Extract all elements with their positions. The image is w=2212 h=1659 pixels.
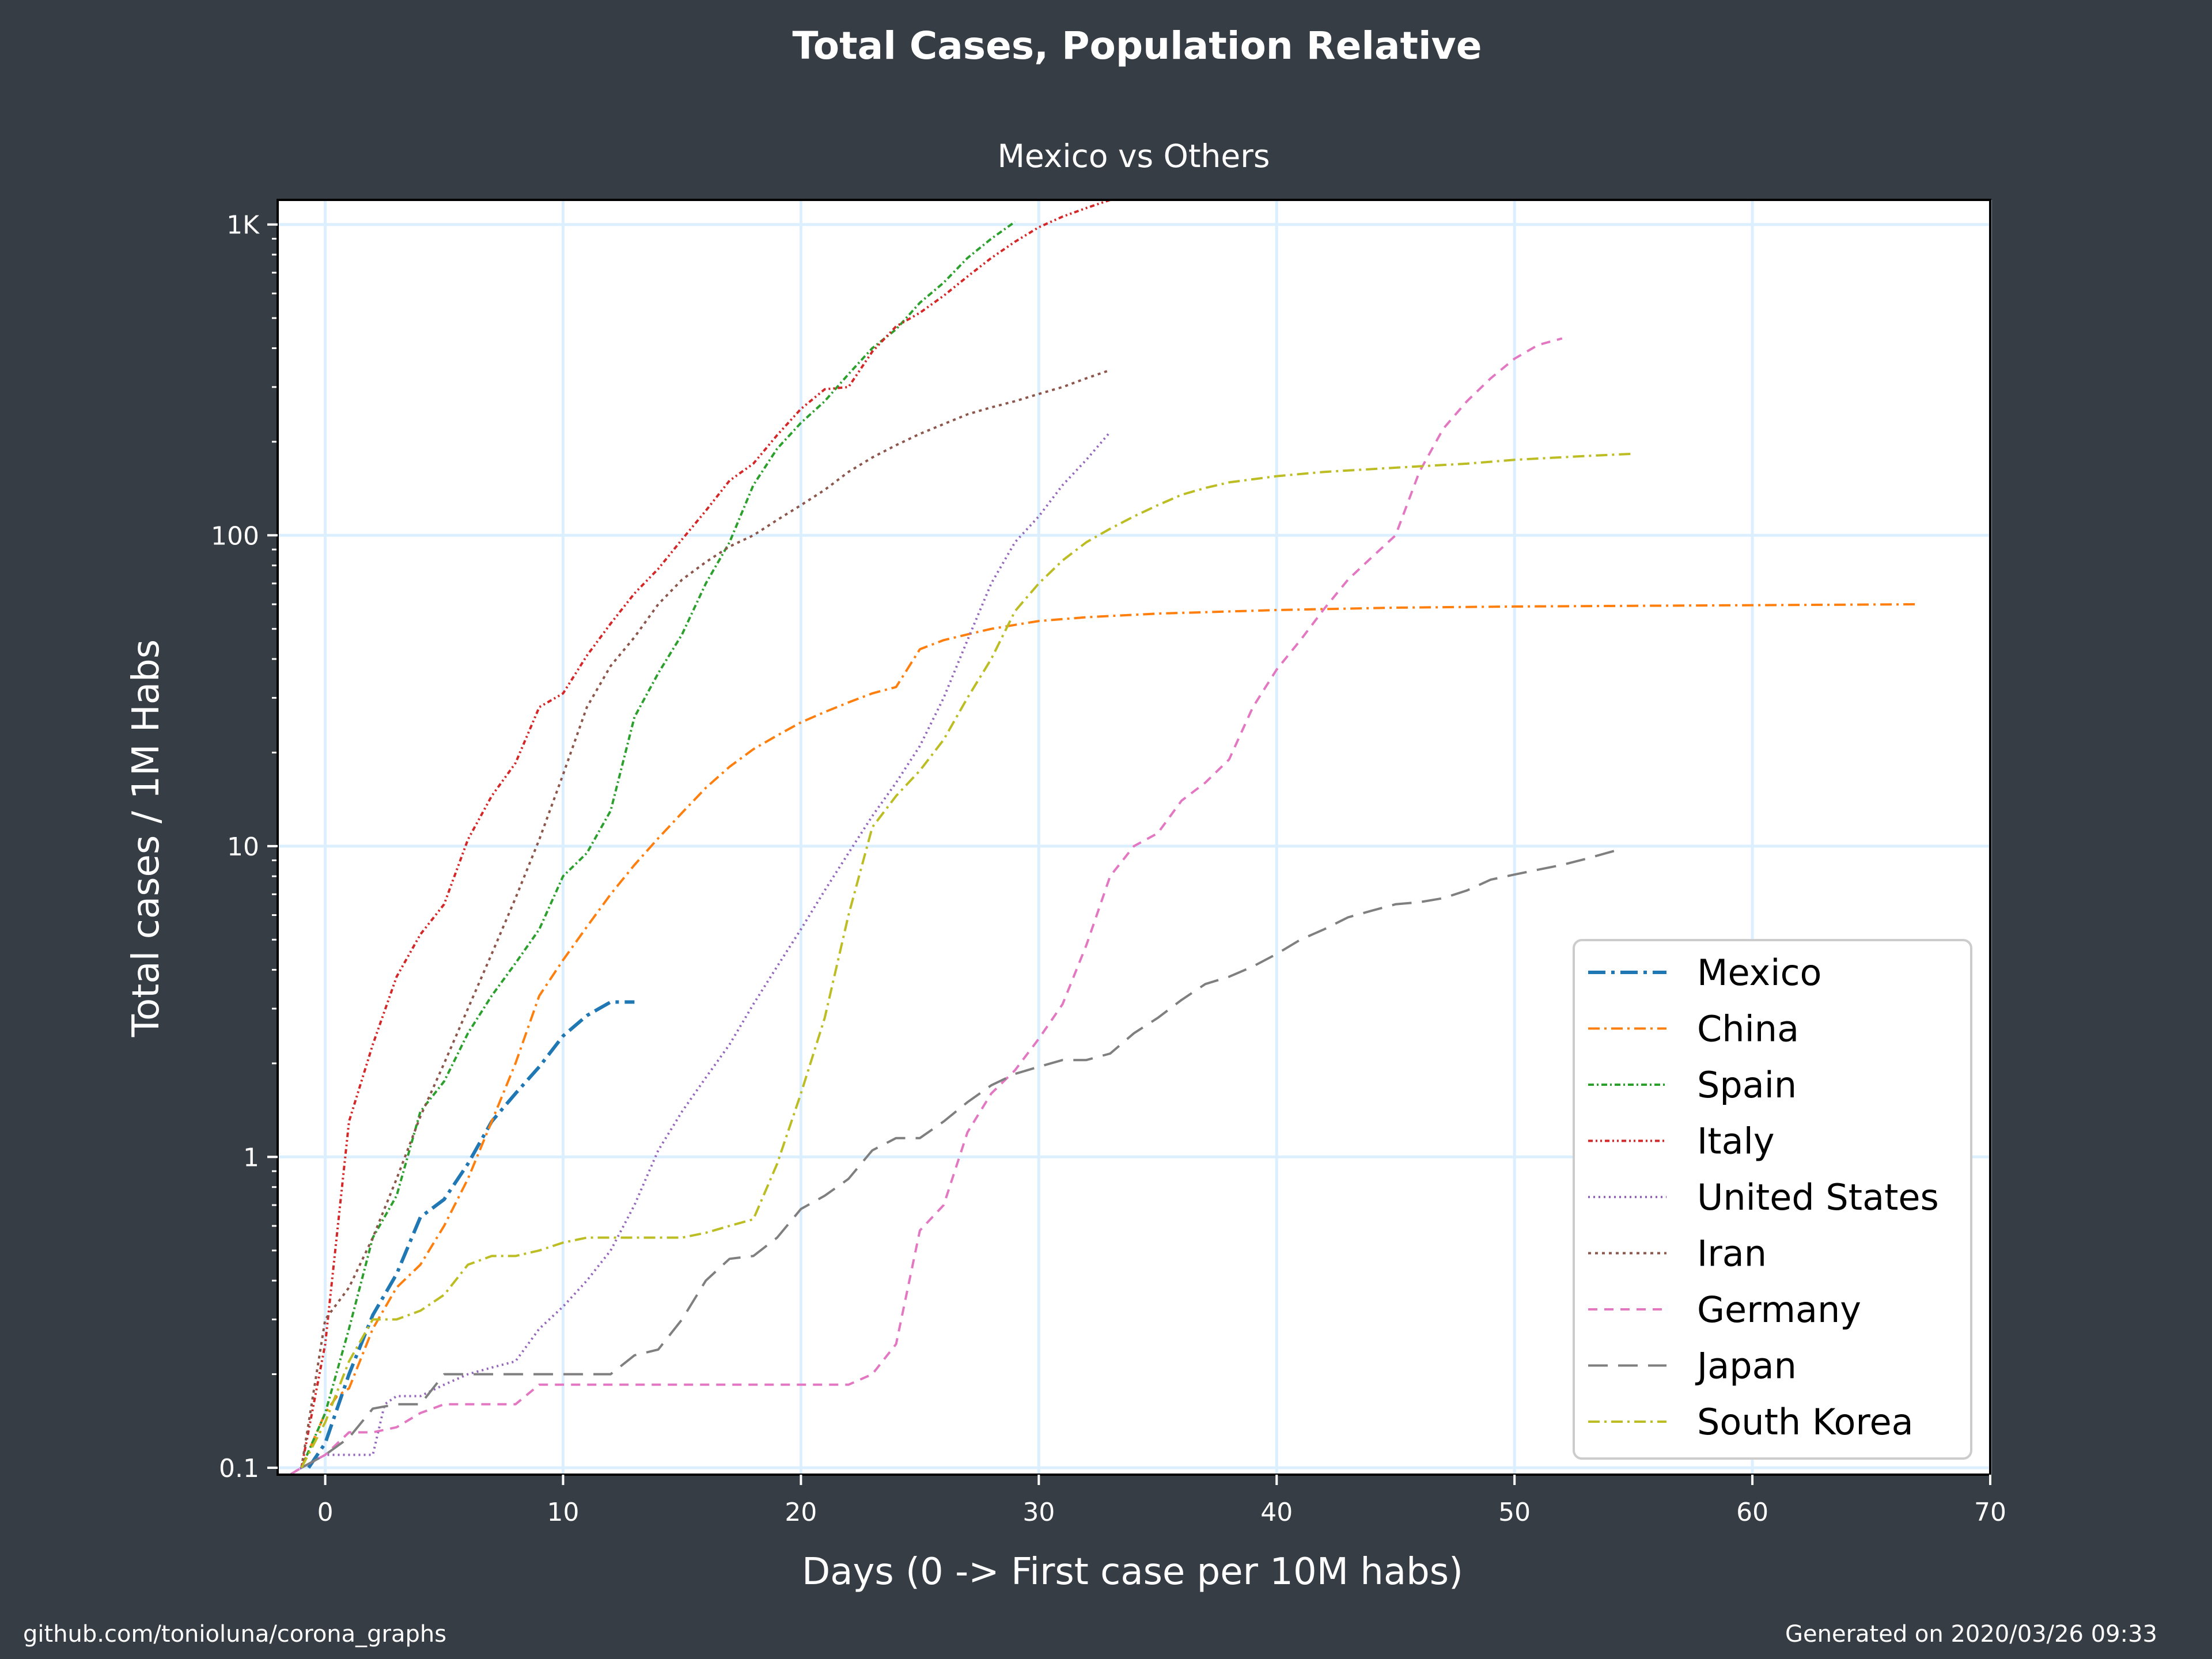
series-line-mexico bbox=[307, 1000, 635, 1469]
footer-generated: Generated on 2020/03/26 09:33 bbox=[1785, 1621, 2157, 1647]
x-tick-label: 70 bbox=[1974, 1498, 2006, 1527]
legend-label-germany: Germany bbox=[1697, 1289, 1861, 1331]
legend-label-spain: Spain bbox=[1697, 1064, 1797, 1106]
x-tick-label: 40 bbox=[1260, 1498, 1293, 1527]
x-tick-label: 60 bbox=[1736, 1498, 1768, 1527]
x-tick-label: 20 bbox=[785, 1498, 817, 1527]
y-tick-label: 1 bbox=[243, 1143, 259, 1172]
x-tick-label: 30 bbox=[1022, 1498, 1055, 1527]
legend-label-south-korea: South Korea bbox=[1697, 1401, 1914, 1443]
legend-label-italy: Italy bbox=[1697, 1120, 1775, 1162]
x-axis-label: Days (0 -> First case per 10M habs) bbox=[802, 1551, 1463, 1593]
x-tick-label: 50 bbox=[1498, 1498, 1531, 1527]
legend-label-china: China bbox=[1697, 1008, 1799, 1050]
y-tick-label: 100 bbox=[211, 521, 259, 551]
y-tick-label: 10 bbox=[227, 832, 259, 862]
legend-box bbox=[1573, 939, 1972, 1460]
series-line-germany bbox=[287, 337, 1563, 1475]
series-line-united-states bbox=[287, 431, 1111, 1475]
plot-frame bbox=[276, 199, 1991, 1476]
x-axis-ticks: 0 10 20 30 40 50 60 70 bbox=[317, 1475, 2006, 1527]
series-line-south-korea bbox=[300, 452, 1634, 1468]
legend-label-japan: Japan bbox=[1695, 1345, 1797, 1387]
y-tick-label: 1K bbox=[226, 211, 260, 240]
legend: Mexico China Spain Italy United States Iran Ge… bbox=[1573, 939, 1972, 1460]
chart-subtitle: Mexico vs Others bbox=[997, 138, 1270, 175]
legend-label-united-states: United States bbox=[1697, 1176, 1939, 1218]
x-tick-label: 0 bbox=[317, 1498, 334, 1527]
x-tick-label: 10 bbox=[547, 1498, 579, 1527]
legend-label-mexico: Mexico bbox=[1697, 952, 1822, 994]
y-axis-label: Total cases / 1M Habs bbox=[125, 639, 168, 1037]
y-axis-ticks: 0.1 1 10 100 1K bbox=[211, 211, 278, 1483]
legend-label-iran: Iran bbox=[1697, 1233, 1767, 1275]
y-tick-label: 0.1 bbox=[219, 1454, 259, 1483]
series-line-japan bbox=[301, 847, 1622, 1469]
chart-title: Total Cases, Population Relative bbox=[793, 24, 1482, 68]
series-line-italy bbox=[300, 200, 1111, 1468]
footer-source: github.com/tonioluna/corona_graphs bbox=[23, 1621, 446, 1647]
series-layer bbox=[287, 200, 1919, 1475]
series-line-china bbox=[300, 603, 1919, 1468]
